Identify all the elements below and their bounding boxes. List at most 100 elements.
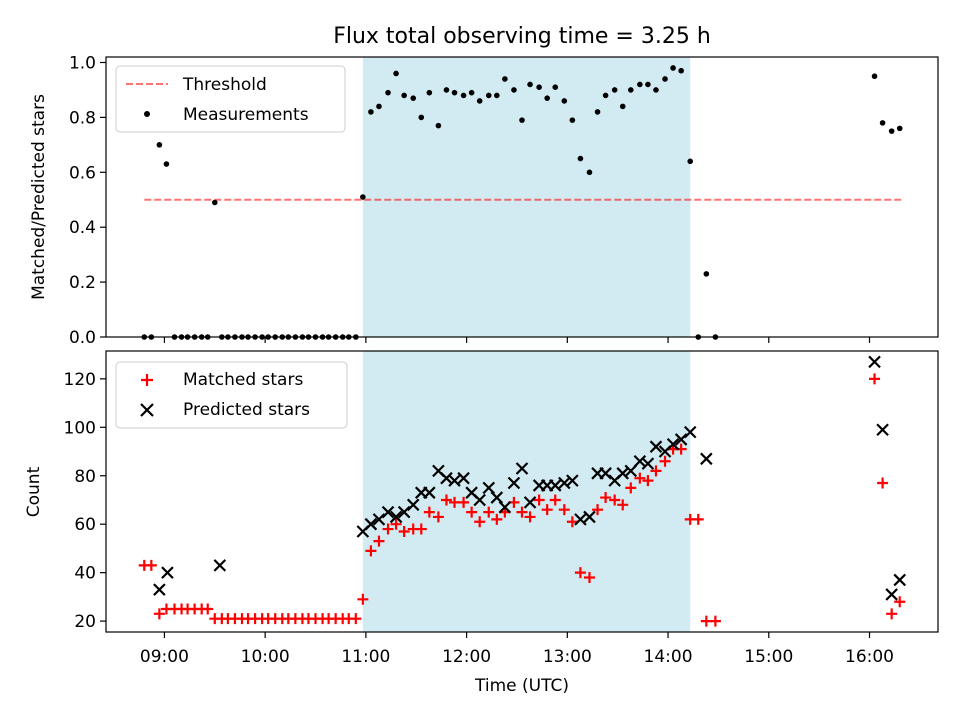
measurement-point xyxy=(368,109,374,115)
measurement-point xyxy=(552,84,559,90)
x-tick-label: 16:00 xyxy=(845,647,894,667)
measurement-point xyxy=(569,117,576,123)
predicted-star-point xyxy=(700,452,713,466)
top-legend: Threshold Measurements xyxy=(115,65,346,133)
bottom-y-tick-label: 100 xyxy=(64,418,96,438)
matched-star-point xyxy=(541,504,553,516)
x-tick-label: 15:00 xyxy=(744,647,793,667)
predicted-star-point xyxy=(558,476,571,490)
predicted-star-point xyxy=(633,454,647,468)
matched-star-point xyxy=(415,523,427,535)
measurement-point xyxy=(586,169,593,176)
matched-star-point xyxy=(650,465,662,477)
predicted-star-point xyxy=(548,479,562,492)
predicted-star-point xyxy=(440,471,453,485)
matched-star-point xyxy=(524,511,536,523)
measurement-point xyxy=(678,67,684,74)
predicted-star-point xyxy=(381,505,395,519)
matched-star-point xyxy=(634,472,646,484)
legend-measurements-label: Measurements xyxy=(183,105,309,125)
predicted-star-point xyxy=(523,496,537,509)
measurement-point xyxy=(376,103,382,110)
matched-star-point xyxy=(483,506,495,518)
matched-star-point xyxy=(566,516,578,528)
matched-star-point xyxy=(592,504,604,516)
measurement-point xyxy=(896,125,903,132)
matched-star-point xyxy=(350,613,362,625)
predicted-star-point xyxy=(473,493,486,507)
measurement-point xyxy=(156,142,163,148)
measurement-point xyxy=(451,89,458,96)
measurement-point xyxy=(519,117,525,123)
bottom-shaded-interval xyxy=(362,351,691,632)
x-axis-label: Time (UTC) xyxy=(474,676,569,696)
predicted-star-point xyxy=(624,464,638,478)
matched-star-point xyxy=(153,608,165,620)
predicted-star-point xyxy=(885,588,898,601)
bottom-legend-frame xyxy=(115,361,348,429)
measurement-point xyxy=(653,87,659,93)
measurement-point xyxy=(577,155,584,162)
measurement-point xyxy=(494,92,500,99)
measurement-point xyxy=(527,81,533,88)
measurement-point xyxy=(703,271,710,277)
legend-measurements-swatch xyxy=(144,111,150,117)
matched-star-point xyxy=(609,494,621,506)
legend-predicted-label: Predicted stars xyxy=(183,400,310,420)
bottom-panel: 20 40 60 80 100 120 09:00 10:00 11:00 12:00 13:00 1… xyxy=(24,350,939,696)
measurement-point xyxy=(502,76,508,82)
matched-star-point xyxy=(202,603,214,615)
top-y-axis-label: Matched/Predicted stars xyxy=(29,94,49,300)
measurement-point xyxy=(627,87,634,93)
top-y-tick-label: 0.0 xyxy=(69,328,96,348)
measurement-point xyxy=(687,158,694,165)
x-tick-label: 13:00 xyxy=(543,647,592,667)
bottom-y-axis-label: Count xyxy=(24,466,44,517)
matched-star-point xyxy=(625,482,637,494)
matched-star-point xyxy=(574,567,586,579)
matched-star-point xyxy=(440,494,452,506)
predicted-star-point xyxy=(566,474,579,487)
top-y-tick-label: 0.4 xyxy=(69,218,96,238)
matched-star-point xyxy=(533,494,545,506)
predicted-star-point xyxy=(599,467,612,480)
predicted-star-point xyxy=(868,355,881,369)
measurement-point xyxy=(670,65,676,71)
matched-star-point xyxy=(617,499,629,511)
measurement-point xyxy=(561,98,568,104)
measurement-point xyxy=(662,76,668,82)
matched-star-point xyxy=(382,523,394,535)
predicted-star-point xyxy=(515,462,529,475)
matched-star-point xyxy=(458,496,470,508)
predicted-star-point xyxy=(213,559,227,572)
top-axes-frame xyxy=(105,56,939,338)
measurement-point xyxy=(536,84,542,90)
matched-star-point xyxy=(549,494,561,506)
predicted-star-point xyxy=(583,510,596,524)
measurement-point xyxy=(871,73,878,80)
predicted-star-point xyxy=(153,583,166,596)
predicted-star-point xyxy=(649,440,663,453)
top-y-tick-label: 0.8 xyxy=(69,108,96,128)
matched-star-point xyxy=(659,455,671,467)
measurement-point xyxy=(418,114,425,121)
matched-star-point xyxy=(894,596,906,608)
predicted-star-point xyxy=(389,510,403,524)
top-y-tick-label: 0.2 xyxy=(69,273,96,293)
bottom-y-tick-label: 120 xyxy=(64,370,96,390)
bottom-y-tick-label: 20 xyxy=(74,612,96,632)
predicted-star-point xyxy=(574,513,587,526)
predicted-star-point xyxy=(490,491,504,504)
measurement-point xyxy=(360,194,366,200)
matched-star-point xyxy=(390,518,402,530)
matched-star-point xyxy=(516,506,528,518)
top-panel: 0.0 0.2 0.4 0.6 0.8 1.0 Matched/Predicted sta… xyxy=(29,53,939,348)
chart-title: Flux total observing time = 3.25 h xyxy=(333,24,711,49)
measurement-point xyxy=(611,87,618,93)
matched-star-point xyxy=(423,506,435,518)
matched-star-point xyxy=(558,504,570,516)
x-tick-label: 10:00 xyxy=(241,647,290,667)
x-tick-label: 12:00 xyxy=(442,647,491,667)
